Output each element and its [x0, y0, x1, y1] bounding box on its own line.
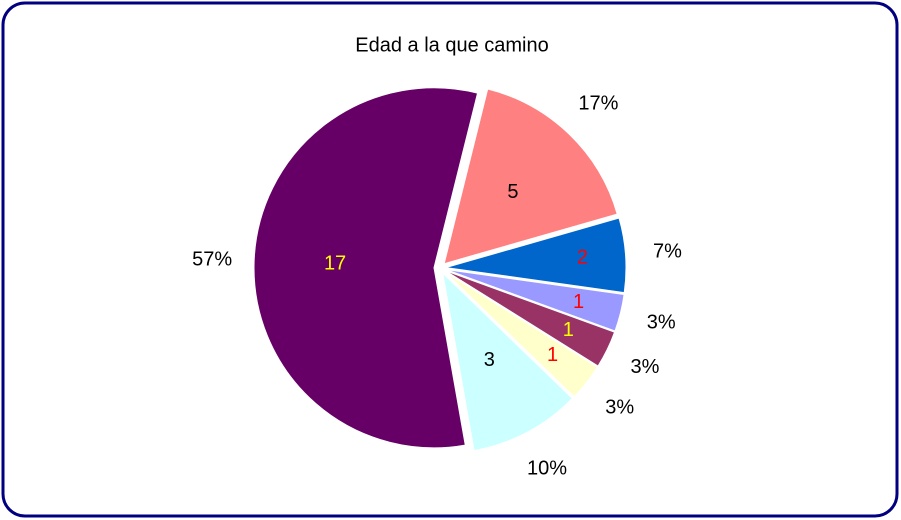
value-label: 5: [507, 181, 518, 203]
value-label: 2: [577, 246, 588, 268]
pie-slice: [445, 270, 616, 367]
value-label: 3: [484, 349, 495, 371]
percent-label: 3%: [647, 311, 676, 333]
percent-label: 3%: [605, 397, 634, 419]
pie-slice: [444, 271, 599, 398]
value-label: 1: [547, 344, 558, 366]
pie-slice: [442, 271, 574, 452]
percent-label: 17%: [578, 92, 618, 114]
percent-label: 10%: [527, 458, 567, 480]
pie-slice: [443, 88, 618, 265]
pie-slice: [445, 268, 625, 332]
chart-title: Edad a la que camino: [355, 34, 548, 56]
percent-label: 57%: [192, 248, 232, 270]
pie-slice: [445, 217, 627, 294]
value-label: 1: [563, 319, 574, 341]
value-label: 1: [573, 291, 584, 313]
pie-slice: [253, 87, 479, 449]
percent-label: 7%: [653, 240, 682, 262]
value-label: 17: [324, 253, 346, 275]
percent-label: 3%: [630, 356, 659, 378]
